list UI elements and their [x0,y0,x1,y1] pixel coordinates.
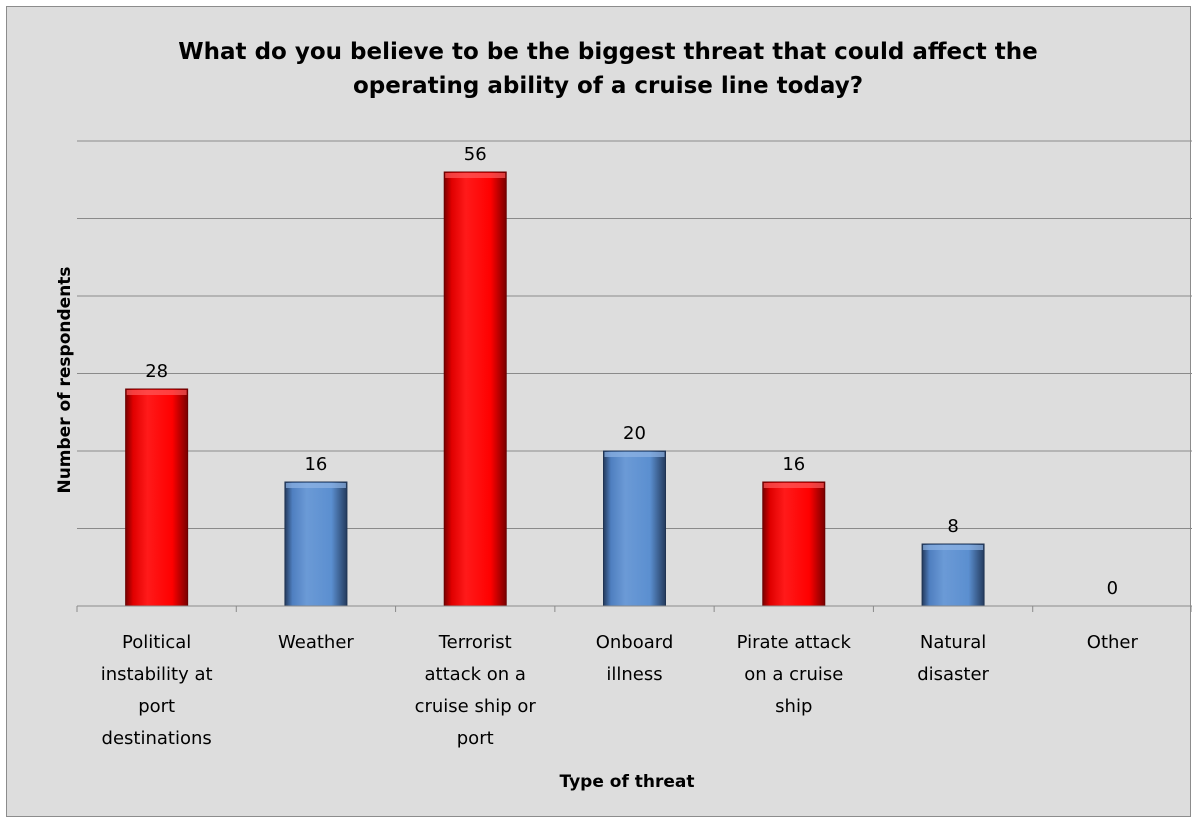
chart-frame: What do you believe to be the biggest th… [6,6,1192,817]
data-label: 0 [1107,578,1118,599]
category-label: Other [1087,632,1139,653]
bar-top-bevel [763,483,824,488]
bar-top-bevel [445,173,506,178]
category-label: Natural disaster [917,632,989,685]
category-label: Onboard illness [596,632,674,685]
category-label-line: Weather [278,632,354,653]
bar-top-bevel [285,483,346,488]
category-label-line: Natural [920,632,986,653]
category-label-line: port [138,696,175,717]
x-axis-title: Type of threat [559,772,694,792]
chart-title-line-2: operating ability of a cruise line today… [353,73,863,99]
category-label-line: port [457,728,494,749]
bar-chart: What do you believe to be the biggest th… [55,39,1192,792]
category-label: Pirate attack on a cruise ship [737,632,852,717]
bar [762,481,826,607]
category-label-line: destinations [102,728,212,749]
category-label-line: Other [1087,632,1139,653]
data-label: 8 [947,516,958,537]
chart-title: What do you believe to be the biggest th… [178,39,1037,99]
category-label-line: instability at [101,664,213,685]
bar [125,388,189,607]
bar [284,481,348,607]
data-label: 20 [623,423,646,444]
data-label: 16 [782,454,805,475]
bar [921,543,985,607]
chart-title-line-1: What do you believe to be the biggest th… [178,39,1037,65]
gridlines [77,140,1192,529]
category-label: Weather [278,632,354,653]
category-labels: Political instability at port destinations W… [101,632,1139,749]
data-label: 28 [145,361,168,382]
bar-top-bevel [923,545,984,550]
bar-top-bevel [604,452,665,457]
data-label: 16 [304,454,327,475]
category-label-line: cruise ship or [415,696,537,717]
category-label-line: on a cruise [744,664,843,685]
category-label-line: Political [122,632,191,653]
y-axis-title: Number of respondents [55,266,75,493]
category-label-line: illness [606,664,662,685]
data-labels: 28 16 56 20 16 8 0 [145,144,1118,599]
category-label-line: disaster [917,664,989,685]
category-label-line: Pirate attack [737,632,852,653]
category-label-line: ship [775,696,812,717]
category-label: Terrorist attack on a cruise ship or port [415,632,537,749]
bar-top-bevel [126,390,187,395]
category-label-line: Terrorist [438,632,512,653]
category-label-line: attack on a [425,664,526,685]
data-label: 56 [464,144,487,165]
x-axis [76,605,1192,612]
bar [603,450,666,607]
bars [125,171,985,607]
bar [443,171,507,607]
category-label-line: Onboard [596,632,674,653]
category-label: Political instability at port destinations [101,632,213,749]
